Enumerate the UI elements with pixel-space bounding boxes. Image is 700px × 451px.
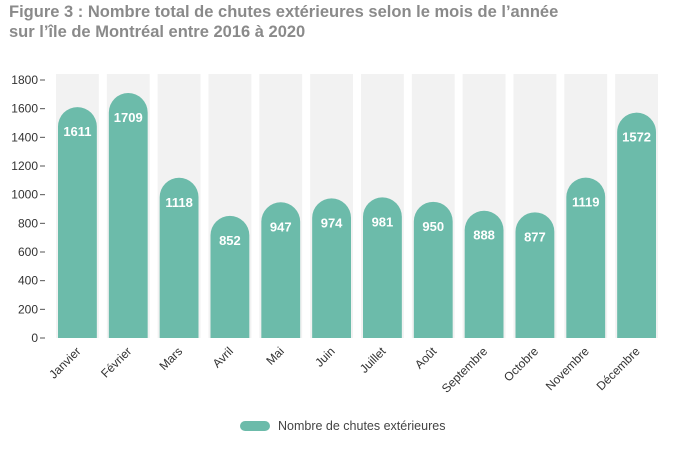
bar bbox=[363, 197, 402, 338]
x-tick-label: Août bbox=[412, 344, 440, 372]
bar-value-label: 981 bbox=[372, 214, 394, 229]
bar-value-label: 974 bbox=[321, 215, 343, 230]
y-tick-label: 400 bbox=[18, 274, 38, 288]
y-tick-label: 1400 bbox=[11, 130, 38, 144]
legend-label: Nombre de chutes extérieures bbox=[278, 419, 446, 433]
bar bbox=[617, 112, 656, 338]
bar-value-label: 1709 bbox=[114, 110, 143, 125]
bar-value-label: 947 bbox=[270, 219, 292, 234]
bar-value-label: 877 bbox=[524, 229, 546, 244]
bar bbox=[108, 93, 148, 338]
x-tick-label: Février bbox=[98, 344, 134, 380]
x-tick-label: Janvier bbox=[46, 344, 83, 381]
y-tick-label: 600 bbox=[18, 245, 38, 259]
bar bbox=[58, 107, 97, 338]
bar bbox=[312, 198, 351, 338]
chart-title-line-2: sur l’île de Montréal entre 2016 à 2020 bbox=[9, 23, 306, 41]
y-tick-label: 1000 bbox=[11, 188, 38, 202]
y-tick-label: 1800 bbox=[11, 73, 38, 87]
x-tick-label: Avril bbox=[210, 344, 236, 370]
bar bbox=[566, 177, 606, 338]
chart-title: Figure 3 : Nombre total de chutes extéri… bbox=[9, 2, 558, 42]
x-tick-label: Décembre bbox=[594, 344, 643, 393]
bar bbox=[515, 212, 555, 338]
x-tick-label: Mars bbox=[156, 344, 185, 373]
x-tick-label: Septembre bbox=[439, 344, 491, 396]
y-tick-label: 800 bbox=[18, 216, 38, 230]
bar-value-label: 1572 bbox=[622, 130, 651, 145]
y-tick-label: 0 bbox=[31, 331, 38, 345]
bar-value-label: 1119 bbox=[572, 195, 600, 210]
legend: Nombre de chutes extérieures bbox=[240, 419, 445, 433]
y-tick-label: 1200 bbox=[11, 159, 38, 173]
bar bbox=[413, 201, 453, 338]
x-tick-label: Octobre bbox=[501, 344, 541, 384]
bar-value-label: 888 bbox=[473, 228, 495, 243]
bar-value-label: 1118 bbox=[165, 195, 193, 210]
bar-value-label: 950 bbox=[422, 219, 444, 234]
bar-value-label: 852 bbox=[219, 233, 241, 248]
y-tick-label: 200 bbox=[18, 302, 38, 316]
chart-title-line-1: Figure 3 : Nombre total de chutes extéri… bbox=[9, 3, 559, 21]
bar bbox=[261, 202, 301, 338]
y-tick-label: 1600 bbox=[11, 102, 38, 116]
x-tick-label: Juillet bbox=[357, 344, 389, 376]
x-tick-label: Novembre bbox=[543, 344, 592, 393]
x-tick-label: Mai bbox=[263, 344, 287, 368]
bar-value-label: 1611 bbox=[63, 124, 91, 139]
bar bbox=[159, 177, 199, 338]
bar bbox=[464, 210, 504, 338]
legend-swatch bbox=[240, 421, 270, 431]
x-tick-label: Juin bbox=[312, 344, 337, 369]
bar bbox=[210, 215, 250, 338]
